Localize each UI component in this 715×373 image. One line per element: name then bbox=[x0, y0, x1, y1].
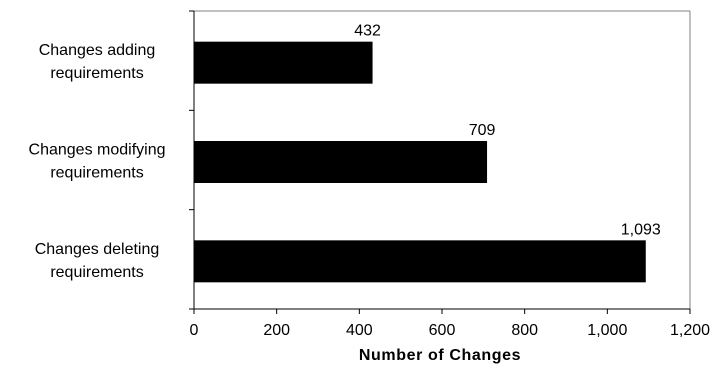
category-label: Changes deleting bbox=[35, 241, 160, 258]
category-label: requirements bbox=[50, 65, 143, 82]
x-tick-label: 400 bbox=[346, 322, 373, 339]
x-tick-label: 0 bbox=[190, 322, 199, 339]
bar bbox=[194, 141, 488, 183]
x-tick-label: 800 bbox=[511, 322, 538, 339]
category-label: requirements bbox=[50, 264, 143, 281]
category-label: requirements bbox=[50, 165, 143, 182]
category-label: Changes adding bbox=[39, 42, 156, 59]
x-axis-title: Number of Changes bbox=[359, 347, 521, 364]
x-axis: 0 200 400 600 800 1,000 1,200 bbox=[190, 309, 710, 339]
x-tick-label: 200 bbox=[263, 322, 290, 339]
x-tick-label: 600 bbox=[429, 322, 456, 339]
data-label: 432 bbox=[354, 23, 381, 40]
x-tick-label: 1,000 bbox=[587, 322, 627, 339]
category-labels: Changes adding requirements Changes modify… bbox=[29, 42, 166, 281]
category-label: Changes modifying bbox=[29, 142, 166, 159]
bar bbox=[194, 240, 646, 283]
x-tick-label: 1,200 bbox=[670, 322, 710, 339]
data-labels: 432 709 1,093 bbox=[354, 23, 661, 239]
data-label: 709 bbox=[469, 122, 496, 139]
bar bbox=[194, 41, 373, 84]
data-label: 1,093 bbox=[621, 221, 661, 238]
bars bbox=[194, 41, 646, 283]
